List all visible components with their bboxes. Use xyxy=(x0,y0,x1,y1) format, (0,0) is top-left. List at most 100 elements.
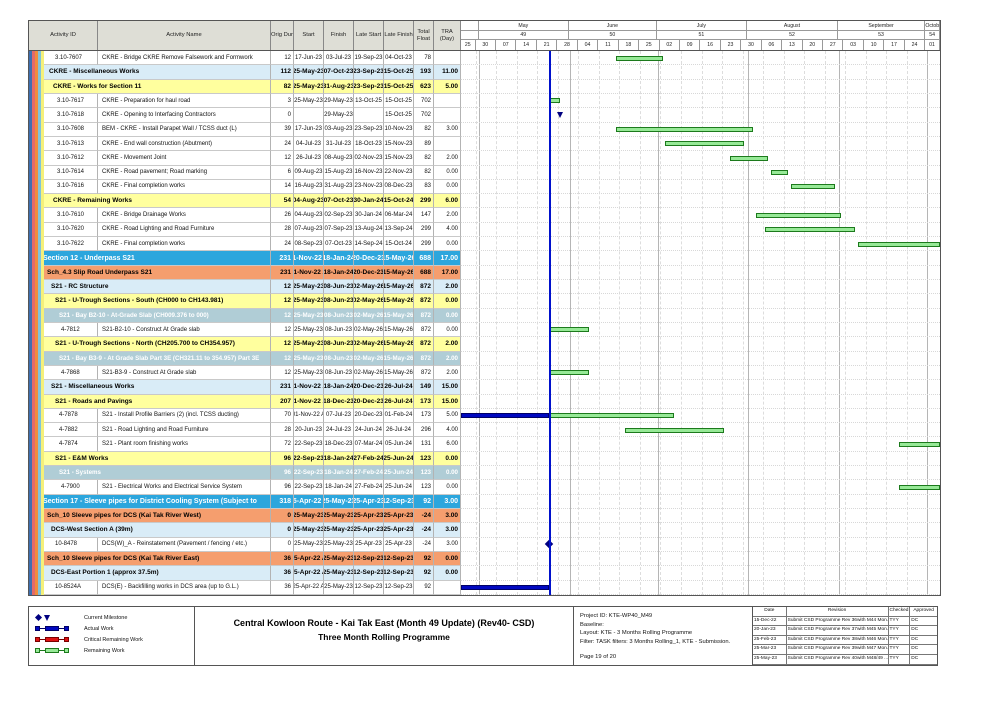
late-start-cell: 02-May-26 xyxy=(354,337,384,352)
revision-header-cell: Revision xyxy=(787,607,889,616)
start-cell: 22-Sep-23 xyxy=(294,451,324,467)
start-cell: 25-May-23 xyxy=(294,294,324,309)
late-start-cell: 27-Feb-24 xyxy=(354,480,384,495)
activity-row: 3.10-7607 CKRE - Bridge CKRE Remove False… xyxy=(29,51,940,66)
orig-dur-cell: 12 xyxy=(271,351,294,366)
gantt-row-canvas xyxy=(461,280,940,295)
remaining-work-bar xyxy=(729,155,768,161)
total-float-cell: 173 xyxy=(414,394,434,409)
gantt-row-canvas xyxy=(461,509,940,524)
activity-name-cell: CKRE - Road pavement; Road marking xyxy=(98,165,271,180)
summary-band-row: CKRE - Works for Section 11 82 25-May-23 31… xyxy=(29,79,940,94)
late-start-cell: 27-Feb-24 xyxy=(354,466,384,481)
gantt-row-canvas xyxy=(461,151,940,166)
total-float-cell: 149 xyxy=(414,380,434,395)
timeline-week-label: 07 xyxy=(496,40,517,50)
start-cell: 01-Nov-22 A xyxy=(294,251,324,266)
gantt-row-canvas xyxy=(461,523,940,538)
tra-cell xyxy=(434,580,461,595)
remaining-work-bar xyxy=(791,184,835,190)
start-cell: 25-May-23 xyxy=(294,93,324,109)
late-start-cell: 23-Sep-23 xyxy=(354,65,384,80)
timeline-week-label: 02 xyxy=(660,40,680,50)
total-float-cell: 296 xyxy=(414,423,434,438)
gantt-row-canvas xyxy=(461,137,940,152)
finish-cell: 07-Jul-23 xyxy=(324,408,354,424)
late-finish-cell: 15-May-26 xyxy=(384,308,414,323)
start-cell: 08-Sep-23 xyxy=(294,237,324,252)
late-start-cell: 02-May-26 xyxy=(354,365,384,381)
remaining-work-bar xyxy=(764,227,856,233)
orig-dur-cell: 36 xyxy=(271,551,294,567)
summary-band-row: S21 - Bay B2-10 - At-Grade Slab (CH009.3… xyxy=(29,308,940,323)
gantt-row-canvas xyxy=(461,309,940,323)
remaining-work-bar xyxy=(548,370,590,376)
timeline-header: MayJuneJulyAugustSeptemberOctober 495051… xyxy=(461,21,940,50)
bar-glyph-part xyxy=(35,648,40,653)
tra-cell: 15.00 xyxy=(434,380,461,395)
timeline-week-label: 11 xyxy=(598,40,619,50)
total-float-cell: 872 xyxy=(414,308,434,323)
tra-cell: 2.00 xyxy=(434,365,461,381)
revision-cell: 20-Jan-23 xyxy=(753,626,787,635)
revision-cell: DC xyxy=(911,655,919,661)
start-cell: 09-Aug-23 xyxy=(294,165,324,180)
timeline-week-label: 16 xyxy=(700,40,721,50)
start-cell: 04-Jul-23 xyxy=(294,136,324,152)
late-finish-cell: 15-Nov-23 xyxy=(384,136,414,152)
total-float-cell: 82 xyxy=(414,122,434,137)
revision-row: 25-Feb-23 Submit CSD Programme Rev 38with… xyxy=(753,635,937,646)
activity-id-cell: 10-8478 xyxy=(29,537,98,552)
summary-band-row: DCS-East Portion 1 (approx 37.5m)3625-Ap… xyxy=(29,566,940,581)
activity-id-cell: 4-7878 xyxy=(29,408,98,424)
start-cell: 01-Nov-22 A xyxy=(294,394,324,409)
gantt-row-canvas xyxy=(461,65,940,80)
start-cell: 25-Apr-22 A xyxy=(294,580,324,595)
late-start-cell xyxy=(354,108,384,123)
total-float-cell: 92 xyxy=(414,551,434,567)
column-header: Activity ID xyxy=(29,21,98,50)
revision-cell: Submit CSD Programme Rev 36with M44 Mon.… xyxy=(787,616,889,626)
timeline-month-number: 54 xyxy=(925,31,940,39)
gantt-row-canvas xyxy=(461,294,940,309)
band-name-cell: S21 - Roads and Pavings xyxy=(29,394,271,409)
total-float-cell: 131 xyxy=(414,437,434,452)
orig-dur-cell: 12 xyxy=(271,365,294,381)
tra-cell xyxy=(434,93,461,109)
start-cell: 16-Aug-23 xyxy=(294,179,324,195)
gantt-row-canvas xyxy=(461,223,940,238)
tra-cell xyxy=(434,136,461,152)
late-start-cell: 14-Sep-24 xyxy=(354,237,384,252)
late-start-cell: 12-Sep-23 xyxy=(354,551,384,567)
band-name-cell: CKRE - Works for Section 11 xyxy=(29,79,271,94)
activity-row: 3.10-7620 CKRE - Road Lighting and Road F… xyxy=(29,222,940,238)
orig-dur-cell: 12 xyxy=(271,280,294,295)
late-start-cell: 25-Apr-23 xyxy=(354,509,384,524)
tra-cell: 2.00 xyxy=(434,337,461,352)
timeline-month-label: July xyxy=(657,21,748,30)
timeline-month-number: 49 xyxy=(479,31,570,39)
bar-glyph-part xyxy=(64,626,69,631)
activity-id-cell: 3.10-7618 xyxy=(29,108,98,123)
late-finish-cell: 04-Oct-23 xyxy=(384,51,414,66)
activity-id-cell: 3.10-7620 xyxy=(29,222,98,238)
tra-cell: 15.00 xyxy=(434,394,461,409)
tra-cell: 3.00 xyxy=(434,494,461,509)
title-box: Central Kowloon Route - Kai Tak East (Mo… xyxy=(194,606,574,666)
summary-band-row: CKRE - Miscellaneous Works 112 25-May-23 07… xyxy=(29,65,940,80)
total-float-cell: 872 xyxy=(414,280,434,295)
start-cell: 04-Aug-23 xyxy=(294,208,324,223)
revision-header-row: Date Revision Checked Approved xyxy=(753,607,937,617)
bar-glyph-part xyxy=(64,637,69,642)
remaining-work-bar xyxy=(624,427,724,433)
start-cell: 25-May-23 xyxy=(294,308,324,323)
finish-cell: 18-Jan-24 xyxy=(324,380,354,395)
start-cell: 17-Jun-23 xyxy=(294,51,324,66)
orig-dur-cell: 3 xyxy=(271,93,294,109)
gantt-row-canvas xyxy=(461,423,940,438)
revision-cell: TYY xyxy=(889,654,911,664)
orig-dur-cell: 70 xyxy=(271,408,294,424)
finish-cell: 07-Oct-23 xyxy=(324,194,354,209)
remaining-work-bar xyxy=(548,327,590,333)
timeline-week-label: 25 xyxy=(461,40,476,50)
